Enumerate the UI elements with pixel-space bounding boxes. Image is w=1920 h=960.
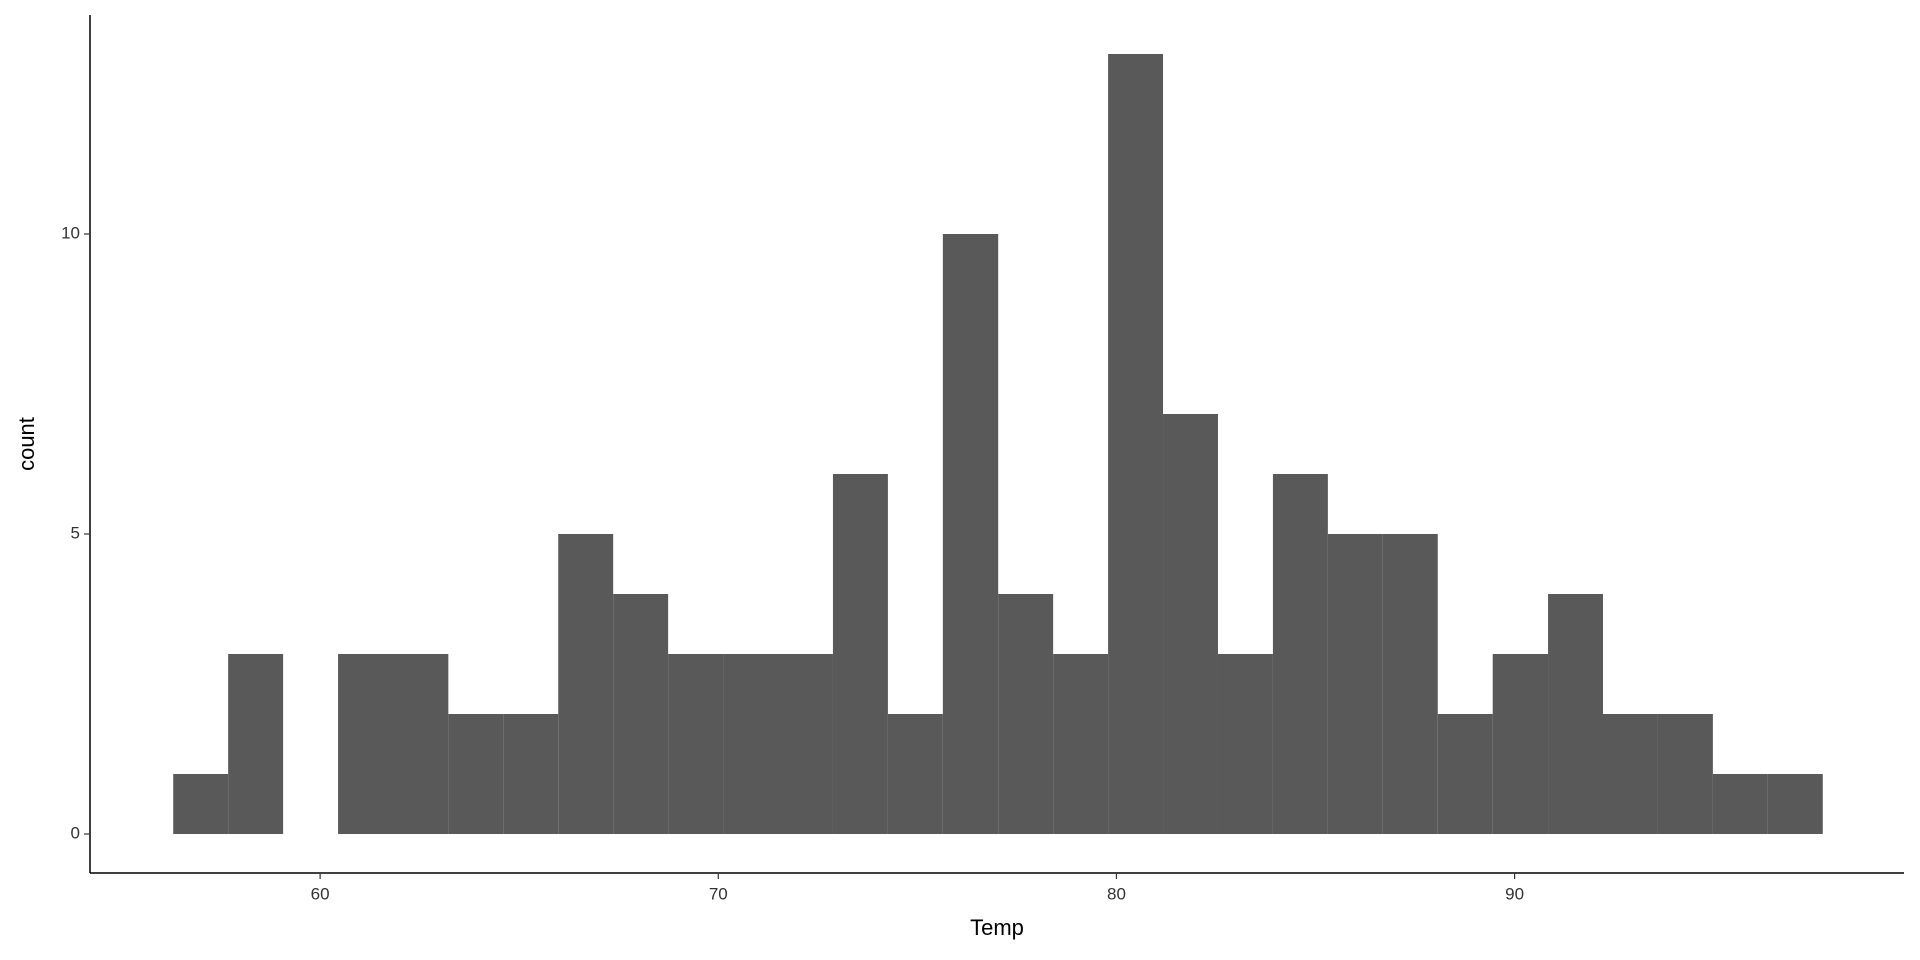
bar — [1108, 54, 1164, 834]
bar — [1602, 714, 1658, 834]
bar — [1217, 654, 1273, 834]
y-tick-label: 5 — [71, 523, 80, 542]
bar — [1657, 714, 1713, 834]
bar — [1767, 774, 1823, 834]
bar — [448, 714, 504, 834]
bar — [1492, 654, 1549, 834]
bar — [173, 774, 229, 834]
x-tick-label: 80 — [1107, 884, 1126, 903]
bar — [1053, 654, 1109, 834]
y-tick-label: 10 — [61, 223, 80, 242]
bar — [1712, 774, 1768, 834]
bar — [668, 654, 724, 834]
y-tick-label: 0 — [71, 823, 80, 842]
bar — [1548, 594, 1603, 834]
x-tick-label: 70 — [709, 884, 728, 903]
bar — [998, 594, 1054, 834]
bar — [723, 654, 779, 834]
bar — [1382, 534, 1438, 834]
bar — [613, 594, 669, 834]
x-axis-title: Temp — [970, 915, 1024, 940]
bar — [778, 654, 833, 834]
bar — [558, 534, 614, 834]
bar — [392, 654, 449, 834]
bar — [1163, 414, 1218, 834]
y-axis-title: count — [14, 417, 39, 471]
bar — [832, 474, 888, 834]
bar — [228, 654, 284, 834]
bar — [1327, 534, 1383, 834]
bar — [1437, 714, 1493, 834]
bar — [887, 714, 943, 834]
bar — [338, 654, 393, 834]
bar — [1272, 474, 1328, 834]
bar — [942, 234, 999, 834]
x-tick-label: 60 — [311, 884, 330, 903]
bar — [503, 714, 559, 834]
x-tick-label: 90 — [1505, 884, 1524, 903]
